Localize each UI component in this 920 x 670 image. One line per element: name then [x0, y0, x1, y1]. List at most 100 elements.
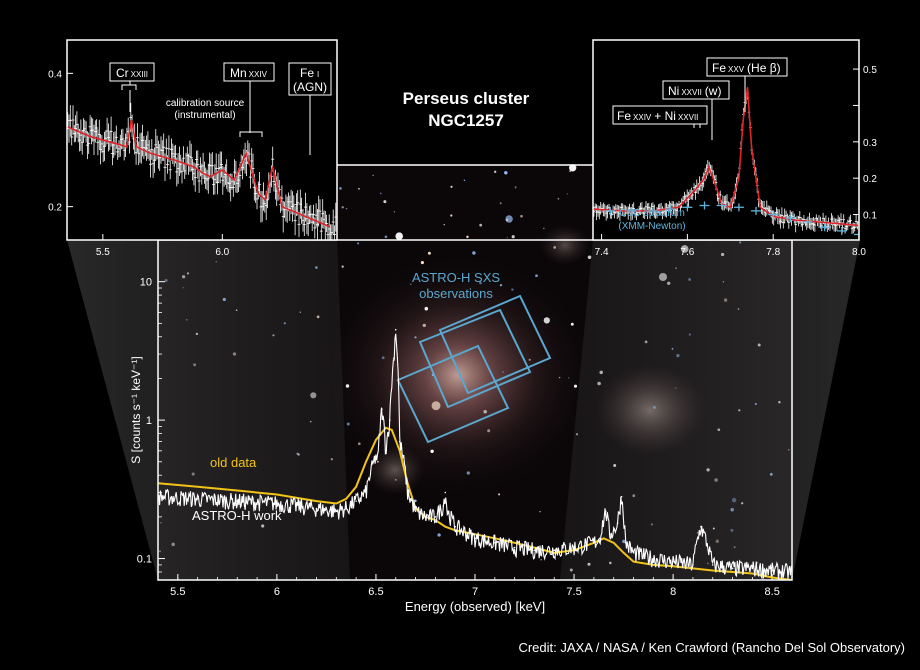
inset-left-model-line: [67, 119, 331, 228]
astroh-point: [608, 533, 611, 535]
astroh-point: [711, 564, 714, 566]
ccd-label-line1: CCD spectrum: [619, 208, 685, 219]
astroh-point: [335, 510, 338, 512]
fov-box: [438, 294, 552, 395]
calibration-label-line2: (instrumental): [174, 110, 235, 121]
fov-box: [396, 344, 510, 444]
inset-left-y-tick-label: 0.2: [48, 203, 62, 214]
cr-bracket: [121, 84, 137, 90]
astroh-point: [389, 419, 391, 421]
star: [567, 377, 570, 379]
ni27w-label: Ni XXVII (w): [668, 84, 721, 98]
cluster-core-glow: [323, 255, 593, 495]
star: [345, 207, 348, 210]
star: [431, 401, 441, 411]
astroh-point: [751, 567, 754, 570]
old-data-line: [158, 426, 792, 580]
star: [341, 265, 344, 268]
star: [393, 211, 396, 213]
astroh-point: [276, 502, 278, 505]
star: [414, 336, 417, 339]
star: [357, 442, 361, 446]
main-x-tick-label: 7: [472, 586, 478, 598]
mn-label: Mn XXIV: [230, 66, 268, 80]
star: [566, 193, 569, 195]
star: [587, 255, 592, 260]
inset-left-series: [67, 102, 337, 240]
star: [466, 235, 469, 239]
astroh-point: [620, 495, 623, 498]
star: [472, 251, 476, 255]
star: [384, 235, 388, 239]
ni27w-label-box: [662, 80, 730, 100]
main-plot-frame: [157, 239, 793, 581]
astroh-point: [454, 525, 457, 528]
star: [450, 185, 453, 188]
astroh-work-label: ASTRO-H work: [192, 508, 282, 523]
main-x-tick-label: 7.5: [566, 586, 581, 598]
star: [528, 358, 531, 361]
astroh-point: [474, 537, 476, 540]
inset-left-x-tick-label: 5.5: [96, 247, 110, 258]
fe25-label-box: [706, 57, 788, 77]
star: [570, 322, 574, 326]
star: [505, 218, 508, 222]
astroh-point: [381, 408, 383, 411]
star: [569, 164, 577, 172]
zoom-connector-right: [560, 240, 860, 580]
galaxy-glow: [540, 225, 590, 265]
inset-right-x-tick-label: 7.4: [595, 247, 609, 258]
main-x-tick-label: 8: [670, 586, 676, 598]
star: [372, 174, 374, 177]
star: [422, 323, 426, 328]
cr-label-box: [109, 62, 155, 82]
inset-right-y-tick-label: 0.2: [863, 174, 877, 185]
inset-left-y-tick-label: 0.4: [48, 69, 62, 80]
star: [346, 422, 350, 426]
astroh-point: [700, 525, 702, 528]
astroh-point: [444, 491, 447, 494]
main-y-tick-label: 1: [146, 415, 152, 427]
fov-box: [418, 308, 532, 409]
star: [520, 214, 523, 218]
star: [479, 223, 483, 227]
star: [502, 371, 504, 373]
fe24ni-label-box: [612, 105, 708, 125]
astroh-point: [494, 542, 496, 544]
inset-left-x-tick-label: 6.0: [215, 247, 229, 258]
star: [339, 187, 342, 190]
star: [357, 242, 360, 245]
star: [466, 471, 470, 475]
inset-left-frame: [66, 39, 338, 241]
star: [345, 384, 350, 388]
star: [395, 232, 403, 240]
old-data-label: old data: [210, 455, 257, 470]
sxs-fov-boxes: [396, 294, 552, 444]
astroh-point: [605, 510, 607, 512]
star: [553, 246, 557, 249]
astroh-point: [672, 560, 674, 563]
fov-label-line1: ASTRO-H SXS: [412, 270, 500, 285]
star: [498, 493, 501, 496]
astroh-point: [394, 328, 397, 331]
star: [540, 559, 542, 561]
inset-right-y-tick-label: 0.1: [863, 211, 877, 222]
star: [569, 169, 572, 173]
inset-right-x-tick-label: 7.8: [766, 247, 780, 258]
star: [420, 261, 424, 265]
calibration-label-line1: calibration source: [166, 98, 245, 109]
star: [358, 187, 360, 190]
star: [494, 170, 497, 173]
star: [573, 384, 578, 388]
star: [543, 227, 545, 229]
star: [443, 224, 445, 226]
star: [506, 236, 508, 239]
main-series: [158, 328, 792, 580]
inset-right-y-tick-label: 0.5: [863, 65, 877, 76]
astroh-point: [377, 461, 379, 463]
star: [543, 317, 550, 324]
astroh-point: [385, 450, 387, 452]
star: [514, 186, 517, 189]
star: [511, 288, 514, 291]
